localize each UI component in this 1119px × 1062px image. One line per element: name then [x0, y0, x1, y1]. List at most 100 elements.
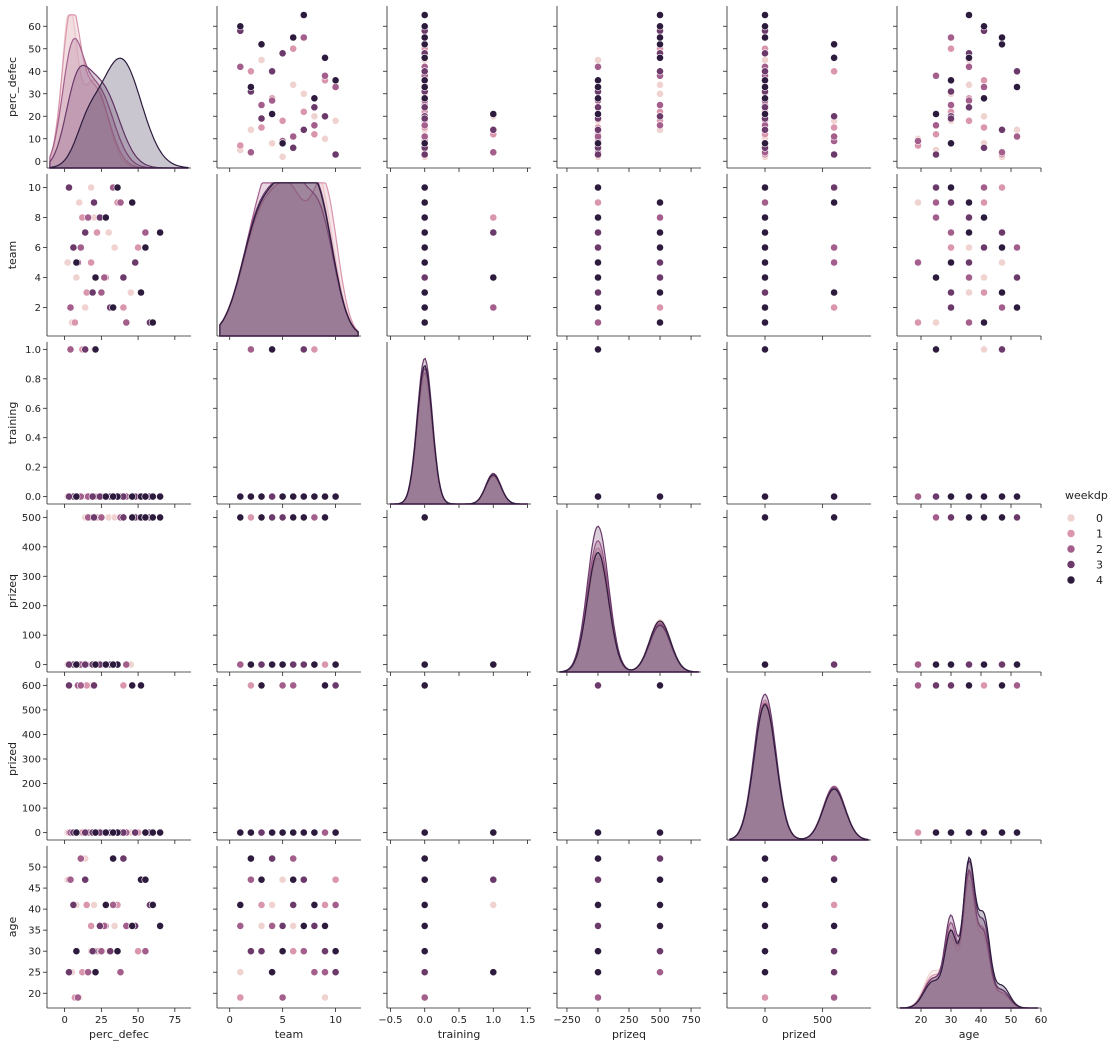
scatter-point: [489, 110, 498, 118]
scatter-point: [257, 114, 266, 123]
scatter-point: [331, 968, 340, 977]
legend-label-2: 2: [1096, 543, 1103, 556]
scatter-point: [299, 947, 308, 956]
scatter-point: [965, 198, 973, 207]
scatter-point: [830, 288, 838, 297]
scatter-point: [656, 303, 664, 312]
scatter-point: [81, 828, 90, 837]
scatter-point: [947, 243, 955, 252]
scatter-point: [489, 125, 498, 134]
scatter-point: [965, 660, 973, 669]
scatter-point: [761, 67, 769, 76]
scatter-point: [420, 183, 429, 192]
kde-weekdp-4: [219, 182, 359, 337]
y-tick-label: 300: [22, 572, 41, 583]
scatter-point: [236, 513, 245, 522]
scatter-point: [594, 243, 602, 252]
scatter-point: [76, 681, 85, 690]
scatter-point: [137, 288, 145, 297]
kde-weekdp-4: [899, 856, 1039, 1009]
panel-perc_defec-vs-prized: [723, 6, 871, 172]
y-tick-label: 8: [35, 213, 41, 224]
panel-training-vs-prizeq: [553, 342, 701, 508]
y-axis-label: perc_defec: [6, 57, 19, 117]
scatter-point: [257, 40, 266, 49]
scatter-point: [761, 993, 769, 1002]
scatter-point: [761, 94, 769, 103]
x-tick-label: 25: [95, 1015, 108, 1026]
kde-weekdp-4: [389, 364, 529, 505]
scatter-point: [109, 492, 117, 501]
scatter-point: [965, 213, 973, 222]
scatter-point: [965, 11, 973, 19]
scatter-point: [278, 875, 287, 884]
scatter-point: [932, 198, 940, 207]
scatter-point: [119, 273, 128, 282]
scatter-point: [299, 875, 308, 884]
x-tick-label: 20: [915, 1015, 928, 1026]
scatter-point: [246, 345, 255, 354]
scatter-point: [656, 681, 664, 690]
legend-marker-1: [1066, 529, 1076, 538]
scatter-point: [420, 198, 429, 207]
panel-prized-vs-age: [893, 678, 1042, 844]
scatter-point: [106, 947, 115, 956]
scatter-point: [299, 513, 308, 522]
scatter-point: [420, 121, 429, 130]
scatter-point: [998, 125, 1006, 134]
x-axis-label: age: [959, 1028, 980, 1041]
scatter-point: [65, 968, 73, 977]
x-tick-label: 1.5: [520, 1015, 536, 1026]
panel-perc_defec-vs-training: [383, 6, 531, 172]
scatter-point: [980, 492, 988, 501]
scatter-point: [257, 901, 266, 909]
scatter-point: [268, 139, 276, 148]
x-tick-label: 500: [650, 1015, 669, 1026]
scatter-point: [420, 243, 429, 252]
scatter-point: [594, 968, 602, 977]
scatter-point: [420, 22, 429, 31]
scatter-point: [965, 318, 973, 327]
scatter-point: [420, 968, 429, 977]
scatter-point: [830, 875, 838, 884]
scatter-point: [656, 40, 664, 49]
scatter-point: [72, 828, 81, 837]
scatter-point: [932, 110, 940, 118]
scatter-point: [87, 258, 95, 267]
scatter-point: [278, 492, 287, 501]
x-tick-label: 500: [813, 1015, 832, 1026]
scatter-point: [420, 993, 429, 1002]
scatter-point: [299, 33, 308, 42]
scatter-point: [236, 660, 245, 669]
scatter-point: [594, 62, 602, 71]
scatter-point: [236, 141, 245, 150]
panel-age-vs-prizeq: [553, 846, 701, 1012]
x-tick-label: 0: [227, 1015, 233, 1026]
scatter-point: [87, 922, 95, 930]
scatter-point: [131, 258, 140, 267]
scatter-point: [656, 947, 664, 956]
scatter-point: [932, 213, 940, 222]
legend-marker-0: [1066, 513, 1076, 523]
panel-age-vs-team: [213, 846, 361, 1012]
scatter-point: [299, 11, 308, 19]
scatter-point: [420, 875, 429, 884]
scatter-point: [268, 110, 276, 118]
scatter-point: [932, 318, 940, 327]
scatter-point: [257, 101, 266, 109]
x-tick-label: 10: [329, 1015, 342, 1026]
scatter-point: [81, 660, 90, 669]
scatter-point: [998, 828, 1006, 837]
scatter-point: [321, 112, 329, 121]
scatter-point: [321, 681, 329, 690]
scatter-point: [268, 96, 276, 105]
panel-team-vs-perc_defec: [43, 174, 191, 340]
y-tick-label: 30: [28, 947, 41, 958]
x-tick-label: 60: [1035, 1015, 1048, 1026]
scatter-point: [830, 183, 838, 192]
scatter-point: [998, 660, 1006, 669]
scatter-point: [141, 243, 150, 252]
scatter-point: [331, 901, 340, 909]
scatter-point: [998, 492, 1006, 501]
scatter-point: [965, 96, 973, 105]
